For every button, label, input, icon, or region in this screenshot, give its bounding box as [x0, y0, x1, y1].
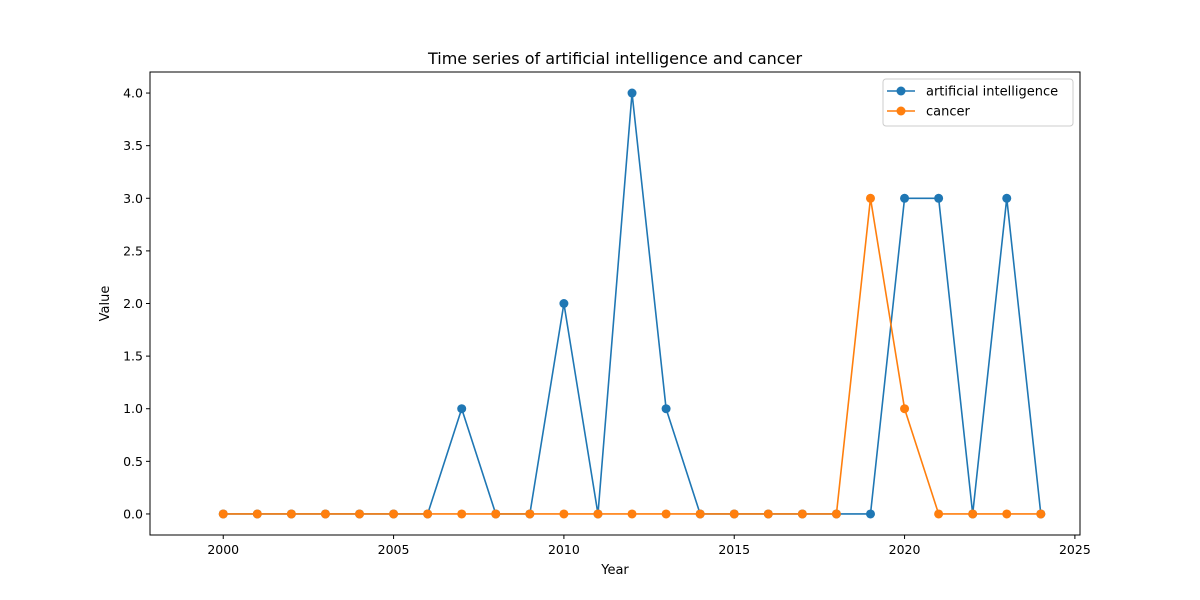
x-tick-label: 2000 — [207, 542, 239, 557]
legend-label: artificial intelligence — [926, 85, 1058, 100]
data-point — [627, 88, 637, 98]
data-point — [763, 509, 773, 519]
y-axis-ticks: 0.0 0.5 1.0 1.5 2.0 2.5 3.0 3.5 4.0 — [123, 86, 150, 521]
data-point — [559, 509, 569, 519]
data-point — [525, 509, 535, 519]
data-point — [423, 509, 433, 519]
data-point — [457, 404, 467, 414]
data-point — [320, 509, 330, 519]
y-tick-label: 4.0 — [123, 86, 143, 101]
data-point — [968, 509, 978, 519]
data-point — [865, 509, 875, 519]
data-point — [1002, 193, 1012, 203]
chart-title: Time series of artificial intelligence a… — [427, 49, 802, 68]
y-tick-label: 2.5 — [123, 243, 143, 258]
data-point — [1036, 509, 1046, 519]
y-tick-label: 3.5 — [123, 138, 143, 153]
x-tick-label: 2025 — [1059, 542, 1091, 557]
legend-label: cancer — [926, 105, 970, 120]
data-point — [934, 509, 944, 519]
x-axis-label: Year — [600, 563, 629, 578]
y-axis-label: Value — [98, 286, 113, 322]
data-point — [729, 509, 739, 519]
legend-marker — [896, 106, 906, 116]
data-point — [661, 404, 671, 414]
data-point — [900, 193, 910, 203]
data-point — [286, 509, 296, 519]
x-tick-label: 2015 — [718, 542, 750, 557]
x-axis-ticks: 2000 2005 2010 2015 2020 2025 — [207, 535, 1091, 557]
data-point — [934, 193, 944, 203]
data-point — [900, 404, 910, 414]
legend: artificial intelligence cancer — [882, 78, 1074, 127]
legend-box — [882, 78, 1074, 127]
data-point — [218, 509, 228, 519]
x-tick-label: 2010 — [548, 542, 580, 557]
data-point — [797, 509, 807, 519]
data-point — [627, 509, 637, 519]
data-point — [831, 509, 841, 519]
data-point — [661, 509, 671, 519]
y-tick-label: 0.0 — [123, 506, 143, 521]
x-tick-label: 2005 — [378, 542, 410, 557]
data-point — [252, 509, 262, 519]
data-point — [355, 509, 365, 519]
series-line-2 — [223, 197, 1041, 515]
y-tick-label: 0.5 — [123, 454, 143, 469]
data-point — [865, 193, 875, 203]
legend-marker — [896, 86, 906, 96]
data-point — [389, 509, 399, 519]
y-tick-label: 1.5 — [123, 349, 143, 364]
plot-area — [218, 88, 1046, 519]
data-point — [491, 509, 501, 519]
data-point — [695, 509, 705, 519]
x-tick-label: 2020 — [889, 542, 921, 557]
data-point — [593, 509, 603, 519]
data-point — [1002, 509, 1012, 519]
y-tick-label: 2.0 — [123, 296, 143, 311]
y-tick-label: 1.0 — [123, 401, 143, 416]
data-point — [457, 509, 467, 519]
y-tick-label: 3.0 — [123, 191, 143, 206]
data-point — [559, 299, 569, 308]
